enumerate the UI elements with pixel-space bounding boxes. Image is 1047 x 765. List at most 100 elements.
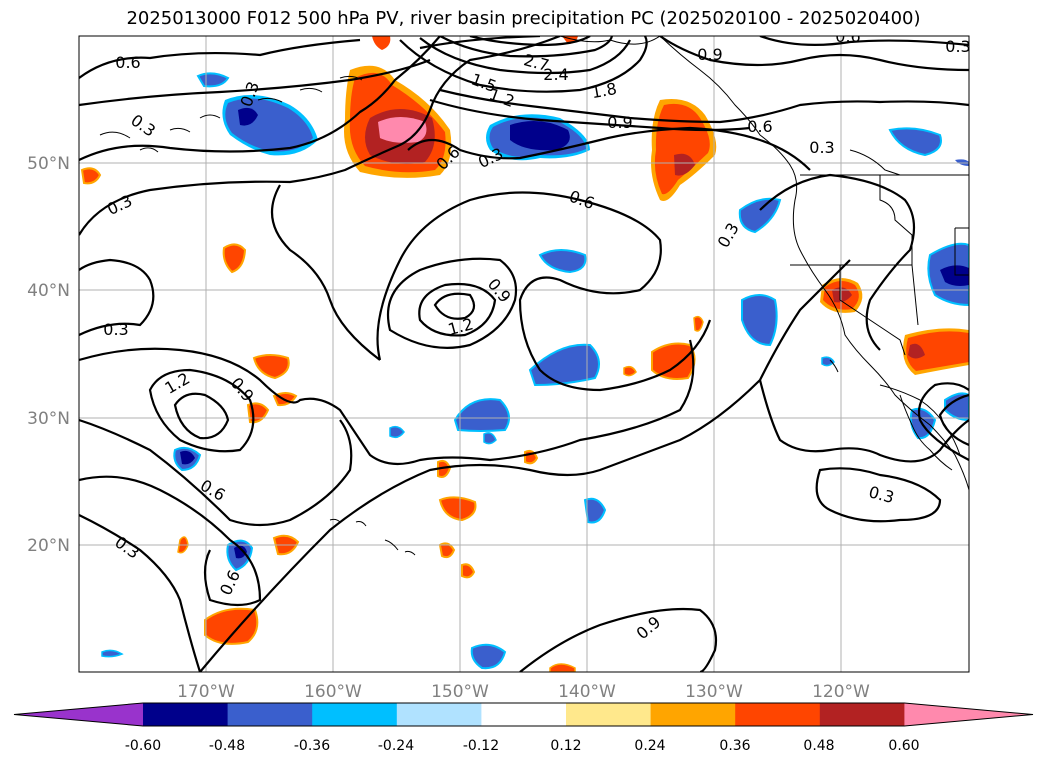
contour-line xyxy=(399,36,648,93)
lat-label: 50°N xyxy=(27,154,70,174)
precip-blob-positive xyxy=(549,663,576,672)
contour-label: 0.9 xyxy=(607,113,632,132)
contour-label: 0.9 xyxy=(697,45,722,64)
contour-line xyxy=(519,607,718,672)
lon-label: 150°W xyxy=(431,682,489,702)
precip-blob-positive xyxy=(438,542,456,559)
lat-label: 20°N xyxy=(27,536,70,556)
contour-line xyxy=(173,392,230,440)
colorbar-swatch xyxy=(227,703,313,726)
contour-line xyxy=(469,36,591,47)
contour-line xyxy=(433,292,476,320)
contour-label: 0.3 xyxy=(945,37,970,56)
contour-line xyxy=(148,368,255,453)
precip-blob-negative xyxy=(738,197,782,234)
contour-line xyxy=(429,98,751,132)
contour-line xyxy=(758,379,969,463)
colorbar-swatch xyxy=(650,703,736,726)
precip-blob-negative xyxy=(234,545,247,559)
contour-line xyxy=(386,257,518,349)
contour-label: 0.6 xyxy=(747,117,772,136)
aleutian-islands xyxy=(99,75,363,153)
colorbar-tick: -0.48 xyxy=(209,738,245,754)
precip-blob-negative xyxy=(453,398,510,432)
state-border xyxy=(911,264,919,326)
precip-blob-positive xyxy=(344,65,452,178)
contour-line xyxy=(439,36,614,58)
precip-blob-negative xyxy=(583,497,607,524)
colorbar-swatch xyxy=(566,703,652,726)
pv-contours xyxy=(79,36,969,672)
colorbar-swatch xyxy=(481,703,567,726)
lat-label: 30°N xyxy=(27,409,70,429)
lon-label: 170°W xyxy=(177,682,235,702)
contour-line xyxy=(79,58,431,107)
contour-line xyxy=(79,475,262,607)
precip-blob-positive xyxy=(80,167,102,185)
colorbar-tick: -0.36 xyxy=(294,738,330,754)
bc-inland xyxy=(849,149,901,176)
contour-line xyxy=(759,36,969,47)
contour-line xyxy=(79,418,353,527)
map-title: 2025013000 F012 500 hPa PV, river basin … xyxy=(126,8,921,29)
precip-blob-negative xyxy=(483,432,497,445)
precip-blob-negative xyxy=(944,392,969,422)
contour-line xyxy=(917,382,969,461)
precip-blob-positive xyxy=(902,328,969,375)
lon-label: 160°W xyxy=(304,682,362,702)
colorbar-tick: -0.12 xyxy=(463,738,499,754)
state-border xyxy=(954,227,969,276)
contour-line xyxy=(270,184,712,392)
contour-label: 0.3 xyxy=(103,320,128,339)
colorbar: -0.60 -0.48 -0.36 -0.24 -0.12 0.12 0.24 … xyxy=(13,702,1034,754)
precip-blob-positive xyxy=(222,243,247,274)
mexico-border xyxy=(879,384,961,456)
state-border xyxy=(790,175,913,266)
precip-blob-negative xyxy=(101,649,124,658)
colorbar-tick: 0.24 xyxy=(634,738,665,754)
precip-blob-negative xyxy=(222,95,318,156)
state-border xyxy=(839,265,906,356)
colorbar-swatch xyxy=(396,703,482,726)
colorbar-tick: -0.24 xyxy=(378,738,414,754)
contour-line xyxy=(79,36,441,161)
colorbar-extend-low xyxy=(14,703,143,726)
hawaii-islands xyxy=(329,518,416,556)
contour-line xyxy=(815,467,942,523)
precip-blob-positive xyxy=(693,315,704,332)
contour-line xyxy=(419,37,631,75)
precip-blob-positive xyxy=(438,496,477,522)
precip-blob-negative xyxy=(389,425,405,439)
lon-label: 120°W xyxy=(812,682,870,702)
precip-anomaly-layer xyxy=(80,36,969,672)
precip-blob-positive xyxy=(372,36,391,50)
precip-blob-negative xyxy=(180,450,195,465)
colorbar-swatches xyxy=(13,702,1034,727)
precip-blob-positive xyxy=(623,365,637,377)
contour-line xyxy=(199,259,851,672)
lon-label: 140°W xyxy=(558,682,616,702)
precip-blob-positive xyxy=(651,342,696,380)
map-frame xyxy=(78,35,970,673)
precip-blob-positive xyxy=(204,607,259,645)
precip-blob-negative xyxy=(821,356,835,367)
colorbar-swatch xyxy=(312,703,398,726)
precip-blob-negative xyxy=(888,127,942,157)
colorbar-swatch xyxy=(143,703,229,726)
contour-line xyxy=(659,36,969,72)
colorbar-tick: 0.12 xyxy=(550,738,581,754)
precip-blob-positive xyxy=(651,99,717,201)
contour-label: 2.4 xyxy=(543,65,568,84)
contour-line xyxy=(407,126,811,171)
contour-line xyxy=(439,88,969,124)
colorbar-outline xyxy=(13,702,1034,727)
colorbar-tick: -0.60 xyxy=(125,738,161,754)
contour-line xyxy=(79,258,155,336)
precip-blob-positive xyxy=(252,354,290,380)
contour-label: 0.6 xyxy=(115,53,140,72)
colorbar-ticks: -0.60 -0.48 -0.36 -0.24 -0.12 0.12 0.24 … xyxy=(125,738,920,754)
colorbar-tick: 0.48 xyxy=(803,738,834,754)
colorbar-swatch xyxy=(735,703,821,726)
contour-line xyxy=(79,36,561,236)
